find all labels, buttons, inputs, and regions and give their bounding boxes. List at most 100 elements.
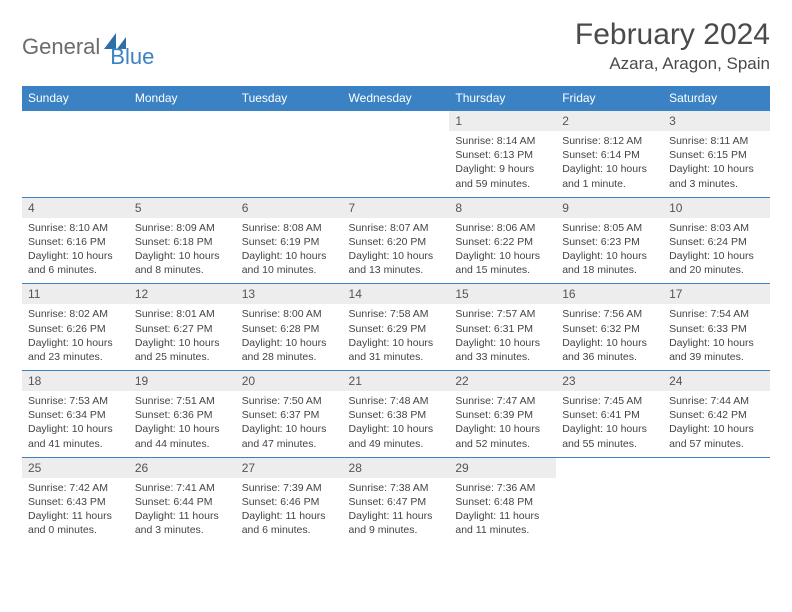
day-number: 21 <box>343 371 450 391</box>
day-number: 11 <box>22 284 129 304</box>
day-body: Sunrise: 7:50 AMSunset: 6:37 PMDaylight:… <box>236 391 343 457</box>
day-body: Sunrise: 8:12 AMSunset: 6:14 PMDaylight:… <box>556 131 663 197</box>
logo-text-general: General <box>22 34 100 60</box>
day-number: 1 <box>449 111 556 131</box>
calendar-cell: 8Sunrise: 8:06 AMSunset: 6:22 PMDaylight… <box>449 197 556 284</box>
day-body: Sunrise: 7:56 AMSunset: 6:32 PMDaylight:… <box>556 304 663 370</box>
calendar-header-row: SundayMondayTuesdayWednesdayThursdayFrid… <box>22 86 770 111</box>
day-number: 12 <box>129 284 236 304</box>
day-body: Sunrise: 7:53 AMSunset: 6:34 PMDaylight:… <box>22 391 129 457</box>
location: Azara, Aragon, Spain <box>575 54 770 74</box>
calendar-row: 1Sunrise: 8:14 AMSunset: 6:13 PMDaylight… <box>22 111 770 198</box>
day-body: Sunrise: 8:10 AMSunset: 6:16 PMDaylight:… <box>22 218 129 284</box>
day-body: Sunrise: 8:05 AMSunset: 6:23 PMDaylight:… <box>556 218 663 284</box>
calendar-cell <box>22 111 129 198</box>
calendar-cell: 5Sunrise: 8:09 AMSunset: 6:18 PMDaylight… <box>129 197 236 284</box>
calendar-cell <box>343 111 450 198</box>
month-title: February 2024 <box>575 18 770 52</box>
weekday-header: Monday <box>129 86 236 111</box>
day-body: Sunrise: 7:42 AMSunset: 6:43 PMDaylight:… <box>22 478 129 544</box>
day-body: Sunrise: 7:39 AMSunset: 6:46 PMDaylight:… <box>236 478 343 544</box>
day-body: Sunrise: 7:38 AMSunset: 6:47 PMDaylight:… <box>343 478 450 544</box>
calendar-cell: 23Sunrise: 7:45 AMSunset: 6:41 PMDayligh… <box>556 371 663 458</box>
calendar-cell: 28Sunrise: 7:38 AMSunset: 6:47 PMDayligh… <box>343 457 450 543</box>
day-body: Sunrise: 8:07 AMSunset: 6:20 PMDaylight:… <box>343 218 450 284</box>
day-number: 27 <box>236 458 343 478</box>
calendar-row: 25Sunrise: 7:42 AMSunset: 6:43 PMDayligh… <box>22 457 770 543</box>
calendar-cell: 2Sunrise: 8:12 AMSunset: 6:14 PMDaylight… <box>556 111 663 198</box>
day-body: Sunrise: 7:45 AMSunset: 6:41 PMDaylight:… <box>556 391 663 457</box>
day-body: Sunrise: 8:06 AMSunset: 6:22 PMDaylight:… <box>449 218 556 284</box>
day-body: Sunrise: 7:58 AMSunset: 6:29 PMDaylight:… <box>343 304 450 370</box>
day-body: Sunrise: 8:14 AMSunset: 6:13 PMDaylight:… <box>449 131 556 197</box>
calendar-cell <box>556 457 663 543</box>
day-body: Sunrise: 7:47 AMSunset: 6:39 PMDaylight:… <box>449 391 556 457</box>
day-number: 22 <box>449 371 556 391</box>
calendar-cell: 24Sunrise: 7:44 AMSunset: 6:42 PMDayligh… <box>663 371 770 458</box>
day-number: 13 <box>236 284 343 304</box>
calendar-cell: 12Sunrise: 8:01 AMSunset: 6:27 PMDayligh… <box>129 284 236 371</box>
day-number: 26 <box>129 458 236 478</box>
day-number: 16 <box>556 284 663 304</box>
calendar-cell: 18Sunrise: 7:53 AMSunset: 6:34 PMDayligh… <box>22 371 129 458</box>
weekday-header: Thursday <box>449 86 556 111</box>
day-number: 9 <box>556 198 663 218</box>
calendar-cell: 29Sunrise: 7:36 AMSunset: 6:48 PMDayligh… <box>449 457 556 543</box>
calendar-row: 4Sunrise: 8:10 AMSunset: 6:16 PMDaylight… <box>22 197 770 284</box>
calendar-cell: 13Sunrise: 8:00 AMSunset: 6:28 PMDayligh… <box>236 284 343 371</box>
logo-text-blue: Blue <box>110 44 154 70</box>
day-number: 5 <box>129 198 236 218</box>
weekday-header: Saturday <box>663 86 770 111</box>
header: General Blue February 2024 Azara, Aragon… <box>22 18 770 74</box>
calendar-row: 11Sunrise: 8:02 AMSunset: 6:26 PMDayligh… <box>22 284 770 371</box>
calendar-cell: 4Sunrise: 8:10 AMSunset: 6:16 PMDaylight… <box>22 197 129 284</box>
day-number: 25 <box>22 458 129 478</box>
day-body: Sunrise: 8:01 AMSunset: 6:27 PMDaylight:… <box>129 304 236 370</box>
day-body: Sunrise: 8:00 AMSunset: 6:28 PMDaylight:… <box>236 304 343 370</box>
calendar-cell: 7Sunrise: 8:07 AMSunset: 6:20 PMDaylight… <box>343 197 450 284</box>
day-number: 19 <box>129 371 236 391</box>
calendar-cell: 6Sunrise: 8:08 AMSunset: 6:19 PMDaylight… <box>236 197 343 284</box>
day-number: 23 <box>556 371 663 391</box>
calendar-table: SundayMondayTuesdayWednesdayThursdayFrid… <box>22 86 770 543</box>
calendar-cell <box>663 457 770 543</box>
calendar-cell: 25Sunrise: 7:42 AMSunset: 6:43 PMDayligh… <box>22 457 129 543</box>
weekday-header: Friday <box>556 86 663 111</box>
weekday-header: Wednesday <box>343 86 450 111</box>
day-number: 8 <box>449 198 556 218</box>
day-number: 4 <box>22 198 129 218</box>
day-body: Sunrise: 8:02 AMSunset: 6:26 PMDaylight:… <box>22 304 129 370</box>
calendar-cell: 16Sunrise: 7:56 AMSunset: 6:32 PMDayligh… <box>556 284 663 371</box>
day-body: Sunrise: 7:48 AMSunset: 6:38 PMDaylight:… <box>343 391 450 457</box>
day-body: Sunrise: 7:57 AMSunset: 6:31 PMDaylight:… <box>449 304 556 370</box>
day-number: 10 <box>663 198 770 218</box>
title-block: February 2024 Azara, Aragon, Spain <box>575 18 770 74</box>
day-number: 24 <box>663 371 770 391</box>
day-body: Sunrise: 7:36 AMSunset: 6:48 PMDaylight:… <box>449 478 556 544</box>
day-number: 20 <box>236 371 343 391</box>
day-body: Sunrise: 8:09 AMSunset: 6:18 PMDaylight:… <box>129 218 236 284</box>
day-number: 2 <box>556 111 663 131</box>
day-body: Sunrise: 8:08 AMSunset: 6:19 PMDaylight:… <box>236 218 343 284</box>
day-body: Sunrise: 8:11 AMSunset: 6:15 PMDaylight:… <box>663 131 770 197</box>
calendar-cell: 10Sunrise: 8:03 AMSunset: 6:24 PMDayligh… <box>663 197 770 284</box>
calendar-cell: 11Sunrise: 8:02 AMSunset: 6:26 PMDayligh… <box>22 284 129 371</box>
day-number: 17 <box>663 284 770 304</box>
day-number: 14 <box>343 284 450 304</box>
day-body: Sunrise: 7:41 AMSunset: 6:44 PMDaylight:… <box>129 478 236 544</box>
day-body: Sunrise: 7:51 AMSunset: 6:36 PMDaylight:… <box>129 391 236 457</box>
calendar-cell: 9Sunrise: 8:05 AMSunset: 6:23 PMDaylight… <box>556 197 663 284</box>
calendar-cell: 26Sunrise: 7:41 AMSunset: 6:44 PMDayligh… <box>129 457 236 543</box>
calendar-body: 1Sunrise: 8:14 AMSunset: 6:13 PMDaylight… <box>22 111 770 544</box>
calendar-cell: 19Sunrise: 7:51 AMSunset: 6:36 PMDayligh… <box>129 371 236 458</box>
day-number: 7 <box>343 198 450 218</box>
day-number: 15 <box>449 284 556 304</box>
calendar-cell: 17Sunrise: 7:54 AMSunset: 6:33 PMDayligh… <box>663 284 770 371</box>
weekday-header: Sunday <box>22 86 129 111</box>
day-number: 3 <box>663 111 770 131</box>
weekday-header: Tuesday <box>236 86 343 111</box>
day-body: Sunrise: 7:54 AMSunset: 6:33 PMDaylight:… <box>663 304 770 370</box>
calendar-cell: 27Sunrise: 7:39 AMSunset: 6:46 PMDayligh… <box>236 457 343 543</box>
calendar-cell: 3Sunrise: 8:11 AMSunset: 6:15 PMDaylight… <box>663 111 770 198</box>
calendar-cell: 15Sunrise: 7:57 AMSunset: 6:31 PMDayligh… <box>449 284 556 371</box>
